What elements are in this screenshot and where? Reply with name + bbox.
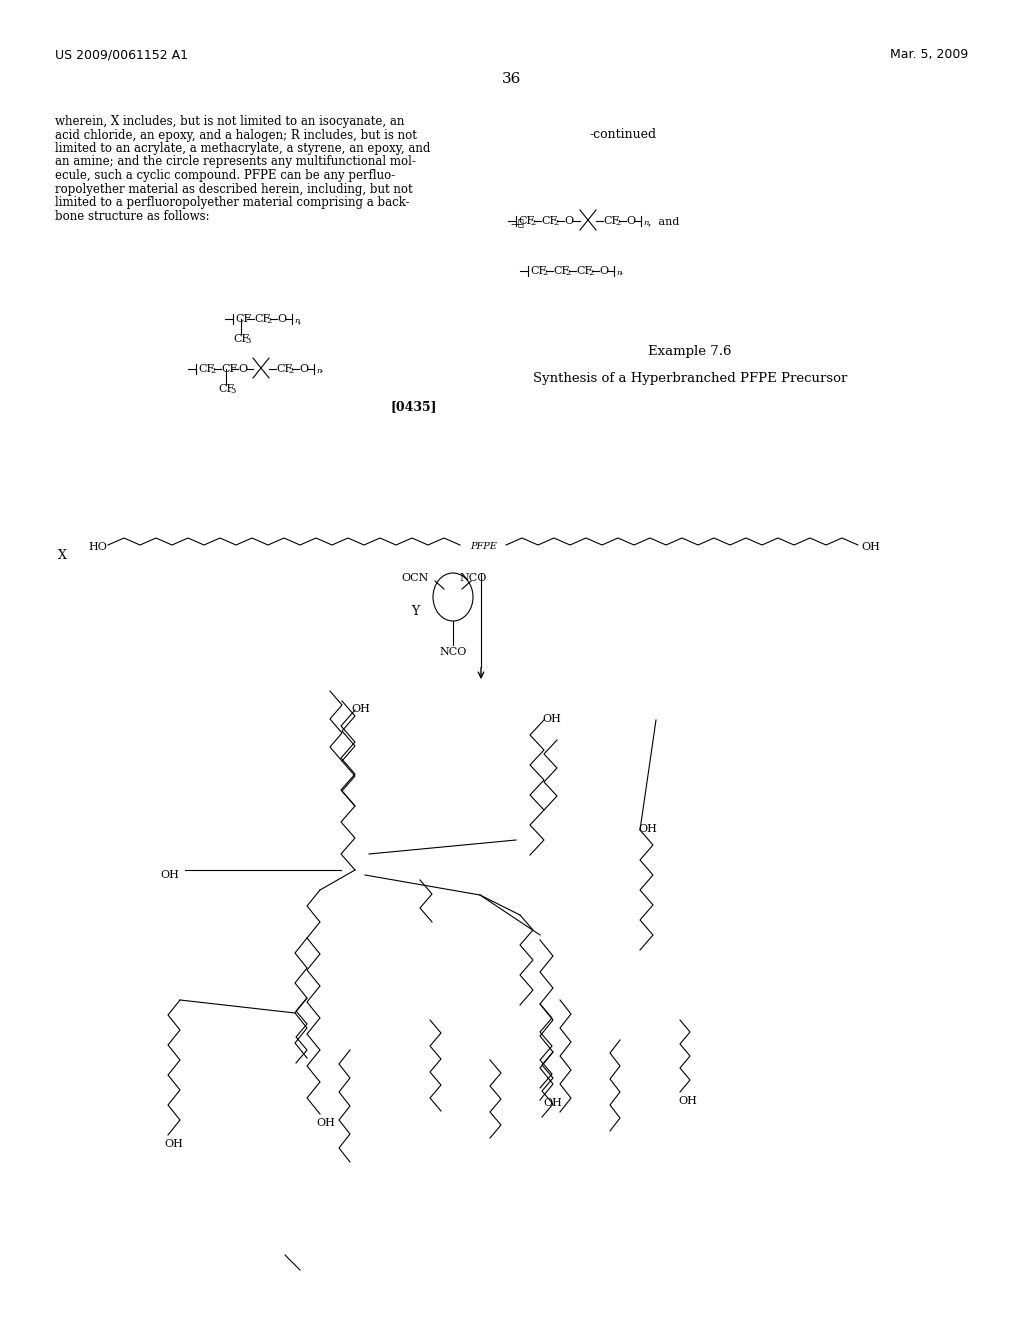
Text: CF: CF bbox=[541, 216, 557, 226]
Text: O: O bbox=[238, 364, 247, 374]
Text: wherein, X includes, but is not limited to an isocyanate, an: wherein, X includes, but is not limited … bbox=[55, 115, 404, 128]
Text: OH: OH bbox=[316, 1118, 335, 1129]
Text: bone structure as follows:: bone structure as follows: bbox=[55, 210, 210, 223]
Text: 3: 3 bbox=[230, 387, 236, 395]
Text: OH: OH bbox=[678, 1096, 697, 1106]
Text: 2: 2 bbox=[266, 317, 271, 325]
Text: OH: OH bbox=[861, 543, 880, 552]
Text: OH: OH bbox=[638, 824, 656, 834]
Text: an amine; and the circle represents any multifunctional mol-: an amine; and the circle represents any … bbox=[55, 156, 416, 169]
Text: HO: HO bbox=[88, 543, 106, 552]
Text: 2: 2 bbox=[288, 367, 293, 375]
Text: OH: OH bbox=[542, 714, 561, 723]
Text: —: — bbox=[510, 218, 522, 231]
Text: Mar. 5, 2009: Mar. 5, 2009 bbox=[890, 48, 968, 61]
Text: CF: CF bbox=[603, 216, 620, 226]
Text: X: X bbox=[58, 549, 67, 562]
Text: 2: 2 bbox=[615, 219, 621, 227]
Text: O: O bbox=[564, 216, 573, 226]
Text: NCO: NCO bbox=[459, 573, 486, 583]
Text: CF: CF bbox=[233, 334, 249, 345]
Text: n: n bbox=[294, 317, 299, 325]
Text: CF: CF bbox=[254, 314, 270, 323]
Text: ropolyether material as described herein, including, but not: ropolyether material as described herein… bbox=[55, 182, 413, 195]
Text: O: O bbox=[299, 364, 308, 374]
Text: n: n bbox=[316, 367, 322, 375]
Text: CF: CF bbox=[221, 364, 238, 374]
Text: O: O bbox=[278, 314, 286, 323]
Text: 2: 2 bbox=[588, 269, 593, 277]
Text: ,: , bbox=[298, 314, 301, 323]
Text: 2: 2 bbox=[210, 367, 215, 375]
Text: CF: CF bbox=[518, 216, 535, 226]
Text: O: O bbox=[599, 267, 608, 276]
Text: 2: 2 bbox=[530, 219, 536, 227]
Text: ✚: ✚ bbox=[518, 218, 524, 227]
Text: .: . bbox=[319, 364, 324, 374]
Text: CF: CF bbox=[198, 364, 214, 374]
Text: 3: 3 bbox=[245, 337, 251, 345]
Text: [0435]: [0435] bbox=[390, 400, 436, 413]
Text: CF: CF bbox=[276, 364, 292, 374]
Text: acid chloride, an epoxy, and a halogen; R includes, but is not: acid chloride, an epoxy, and a halogen; … bbox=[55, 128, 417, 141]
Text: ecule, such a cyclic compound. PFPE can be any perfluo-: ecule, such a cyclic compound. PFPE can … bbox=[55, 169, 395, 182]
Text: PFPE: PFPE bbox=[470, 543, 497, 550]
Text: 2: 2 bbox=[565, 269, 570, 277]
Text: OH: OH bbox=[164, 1139, 183, 1148]
Text: n: n bbox=[616, 269, 622, 277]
Text: limited to an acrylate, a methacrylate, a styrene, an epoxy, and: limited to an acrylate, a methacrylate, … bbox=[55, 143, 430, 154]
Text: Synthesis of a Hyperbranched PFPE Precursor: Synthesis of a Hyperbranched PFPE Precur… bbox=[532, 372, 847, 385]
Text: OH: OH bbox=[351, 704, 370, 714]
Text: 2: 2 bbox=[542, 269, 547, 277]
Text: CF: CF bbox=[575, 267, 592, 276]
Text: US 2009/0061152 A1: US 2009/0061152 A1 bbox=[55, 48, 188, 61]
Text: OCN: OCN bbox=[401, 573, 428, 583]
Text: n: n bbox=[643, 219, 648, 227]
Text: -continued: -continued bbox=[590, 128, 657, 141]
Text: OH: OH bbox=[543, 1098, 562, 1107]
Text: Y: Y bbox=[411, 605, 419, 618]
Text: .: . bbox=[620, 267, 624, 276]
Text: 2: 2 bbox=[553, 219, 558, 227]
Text: CF: CF bbox=[553, 267, 569, 276]
Text: ,  and: , and bbox=[648, 216, 679, 226]
Text: NCO: NCO bbox=[439, 647, 466, 657]
Text: OH: OH bbox=[160, 870, 179, 880]
Text: CF: CF bbox=[234, 314, 251, 323]
Text: CF: CF bbox=[530, 267, 546, 276]
Text: limited to a perfluoropolyether material comprising a back-: limited to a perfluoropolyether material… bbox=[55, 195, 410, 209]
Text: Example 7.6: Example 7.6 bbox=[648, 345, 732, 358]
Text: 36: 36 bbox=[503, 73, 521, 86]
Text: CF: CF bbox=[218, 384, 234, 393]
Text: O: O bbox=[626, 216, 635, 226]
